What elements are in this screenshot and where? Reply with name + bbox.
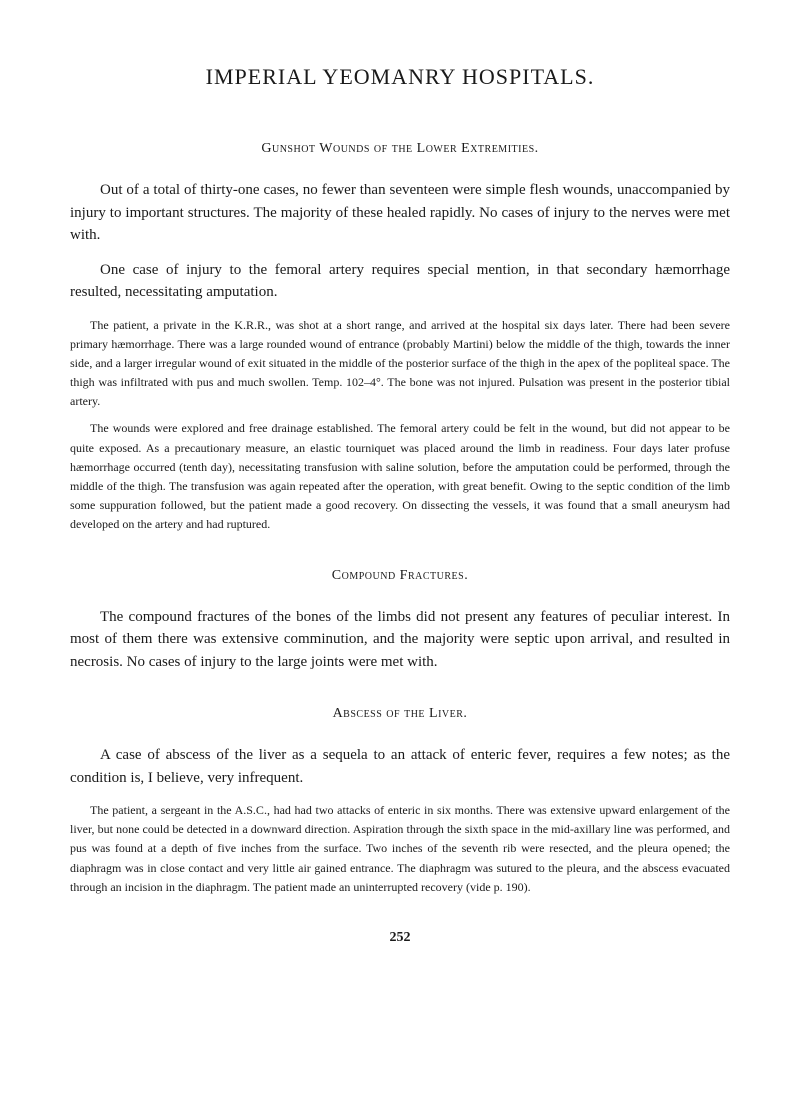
page-title: IMPERIAL YEOMANRY HOSPITALS.: [70, 60, 730, 93]
section-heading-gunshot: Gunshot Wounds of the Lower Extremities.: [70, 138, 730, 159]
body-paragraph: One case of injury to the femoral artery…: [70, 259, 730, 304]
detail-paragraph: The wounds were explored and free draina…: [70, 419, 730, 534]
section-heading-fractures: Compound Fractures.: [70, 565, 730, 586]
page-number: 252: [70, 927, 730, 948]
body-paragraph: A case of abscess of the liver as a sequ…: [70, 744, 730, 789]
detail-paragraph: The patient, a sergeant in the A.S.C., h…: [70, 801, 730, 897]
detail-paragraph: The patient, a private in the K.R.R., wa…: [70, 316, 730, 412]
body-paragraph: Out of a total of thirty-one cases, no f…: [70, 179, 730, 247]
section-heading-abscess: Abscess of the Liver.: [70, 703, 730, 724]
body-paragraph: The compound fractures of the bones of t…: [70, 606, 730, 674]
